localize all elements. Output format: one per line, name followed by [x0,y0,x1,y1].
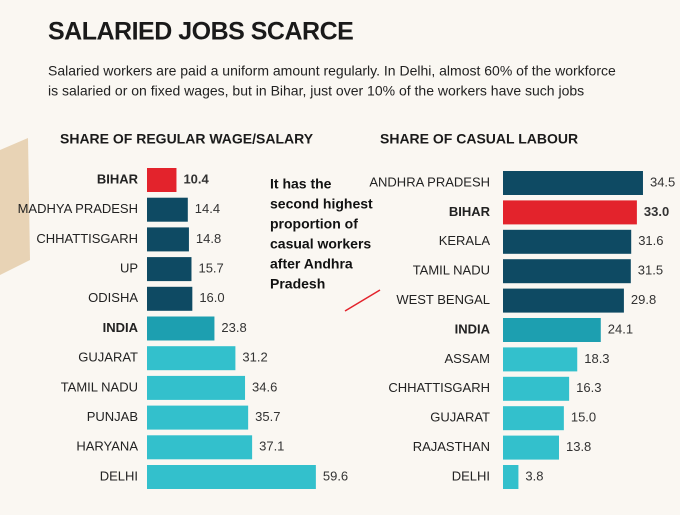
value-label: 3.8 [525,468,543,483]
value-label: 16.0 [199,290,224,305]
bar [503,288,624,313]
annotation: second highest [270,196,373,212]
bar [503,406,564,431]
value-label: 31.6 [638,233,663,248]
value-label: 35.7 [255,409,280,424]
category-label: CHHATTISGARH [36,231,138,246]
value-label: 13.8 [566,439,591,454]
value-label: 15.0 [571,410,596,425]
value-label: 34.6 [252,379,277,394]
category-label: UP [120,261,138,276]
bar [147,405,249,430]
value-label: 15.7 [198,261,223,276]
category-label: DELHI [452,468,490,483]
chart-title: SALARIED JOBS SCARCE [48,18,353,46]
bar [147,435,253,460]
bar [147,346,236,371]
subtitle: is salaried or on fixed wages, but in Bi… [48,83,584,99]
value-label: 16.3 [576,380,601,395]
bar [147,227,189,252]
annotation: after Andhra [270,256,353,272]
category-label: WEST BENGAL [396,292,490,307]
category-label: TAMIL NADU [413,263,490,278]
category-label: KERALA [439,233,491,248]
category-label: PUNJAB [87,409,138,424]
annotation-pointer [344,289,381,312]
category-label: BIHAR [449,204,491,219]
subtitle: Salaried workers are paid a uniform amou… [48,63,616,79]
category-label: ASSAM [444,351,490,366]
value-label: 24.1 [608,321,633,336]
value-label: 18.3 [584,351,609,366]
bar [503,200,637,225]
category-label: GUJARAT [430,410,490,425]
category-label: ODISHA [88,290,138,305]
value-label: 31.2 [242,350,267,365]
category-label: MADHYA PRADESH [18,201,138,216]
bar [503,435,559,460]
value-label: 31.5 [638,263,663,278]
annotation: proportion of [270,216,358,232]
chart-heading: SHARE OF REGULAR WAGE/SALARY [60,131,314,147]
category-label: CHHATTISGARH [388,380,490,395]
annotation: casual workers [270,236,371,252]
category-label: RAJASTHAN [413,439,490,454]
annotation: It has the [270,176,332,192]
category-label: ANDHRA PRADESH [369,174,490,189]
bar [503,259,631,284]
bar [147,316,215,341]
bar [147,375,246,400]
category-label: HARYANA [76,439,138,454]
category-label: GUJARAT [78,350,138,365]
value-label: 14.8 [196,231,221,246]
bar [147,465,316,489]
bar [503,318,601,342]
bar [147,197,188,222]
value-label: 23.8 [221,320,246,335]
bar [147,168,177,192]
category-label: INDIA [455,321,491,336]
chart-heading: SHARE OF CASUAL LABOUR [380,131,578,147]
category-label: DELHI [100,468,138,483]
bar [147,286,193,311]
value-label: 37.1 [259,439,284,454]
value-label: 33.0 [644,204,669,219]
bar [503,229,632,254]
bar [147,257,192,282]
category-label: INDIA [103,320,139,335]
value-label: 59.6 [323,468,348,483]
category-label: BIHAR [97,171,139,186]
value-label: 34.5 [650,174,675,189]
value-label: 14.4 [195,201,220,216]
value-label: 29.8 [631,292,656,307]
bar [503,347,578,372]
value-label: 10.4 [183,171,209,186]
bar [503,376,570,401]
decoration [0,138,30,275]
category-label: TAMIL NADU [61,379,138,394]
bar [503,465,519,489]
bar [503,171,643,195]
annotation: Pradesh [270,276,325,292]
